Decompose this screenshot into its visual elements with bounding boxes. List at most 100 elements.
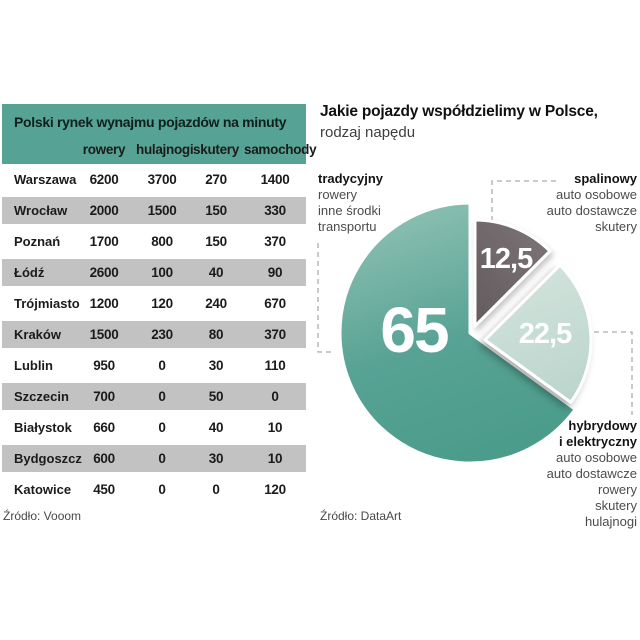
pie-label-items: auto osobowe auto dostawcze rowery skutery h… <box>547 450 637 530</box>
value-cell: 0 <box>158 389 166 404</box>
value-cell: 230 <box>151 327 173 342</box>
value-cell: 2000 <box>89 203 119 218</box>
connector-hybrid <box>585 331 633 415</box>
value-cell: 660 <box>93 420 115 435</box>
value-cell: 40 <box>208 265 224 280</box>
rental-table: Polski rynek wynajmu pojazdów na minuty … <box>2 104 317 505</box>
label-line: auto dostawcze <box>546 466 637 481</box>
value-cell: 0 <box>212 482 220 497</box>
pie-label-items: auto osobowe auto dostawcze skutery <box>547 187 637 235</box>
label-line: auto dostawcze <box>546 203 637 218</box>
value-cell: 670 <box>264 296 286 311</box>
pie-slice-traditional <box>338 201 577 465</box>
connector-traditional <box>317 243 332 353</box>
column-header: hulajnogi <box>136 142 194 157</box>
pie-label-head: hybrydowy i elektryczny <box>547 418 637 450</box>
value-cell: 330 <box>264 203 286 218</box>
pie-label-head: tradycyjny <box>318 171 383 187</box>
table-row: Trójmiasto 1200 120 240 670 <box>2 288 306 319</box>
city-cell: Kraków <box>14 327 61 342</box>
value-cell: 0 <box>158 482 166 497</box>
value-cell: 150 <box>205 234 227 249</box>
label-line: hybrydowy <box>568 418 637 433</box>
pie-value-hybrid: 22,5 <box>518 318 572 350</box>
pie-value-traditional: 65 <box>380 294 449 366</box>
label-line: i elektryczny <box>558 434 637 449</box>
value-cell: 3700 <box>147 172 177 187</box>
table-row: Wrocław 2000 1500 150 330 <box>2 195 306 226</box>
pie-label-combustion: spalinowy auto osobowe auto dostawcze skut… <box>547 171 637 235</box>
city-cell: Katowice <box>14 482 72 497</box>
value-cell: 90 <box>267 265 283 280</box>
label-line: spalinowy <box>574 171 637 186</box>
value-cell: 370 <box>264 234 286 249</box>
column-header: skutery <box>193 142 239 157</box>
table-row: Poznań 1700 800 150 370 <box>2 226 306 257</box>
chart-title-main: Jakie pojazdy współdzielimy w Polsce, <box>320 103 598 120</box>
value-cell: 10 <box>267 420 283 435</box>
value-cell: 270 <box>205 172 227 187</box>
value-cell: 10 <box>267 451 283 466</box>
table-row: Lublin 950 0 30 110 <box>2 350 306 381</box>
city-cell: Poznań <box>14 234 61 249</box>
table-column-headers: rowery hulajnogi skutery samochody <box>2 142 317 157</box>
value-cell: 1500 <box>147 203 177 218</box>
label-line: hulajnogi <box>584 514 637 529</box>
value-cell: 40 <box>208 420 224 435</box>
table-row: Łódź 2600 100 40 90 <box>2 257 306 288</box>
value-cell: 1700 <box>89 234 119 249</box>
value-cell: 370 <box>264 327 286 342</box>
label-line: rowery <box>597 482 637 497</box>
table-row: Kraków 1500 230 80 370 <box>2 319 306 350</box>
label-line: transportu <box>318 219 377 234</box>
value-cell: 800 <box>151 234 173 249</box>
table-header: Polski rynek wynajmu pojazdów na minuty … <box>2 104 317 164</box>
value-cell: 1200 <box>89 296 119 311</box>
label-line: skutery <box>595 498 637 513</box>
value-cell: 30 <box>208 358 224 373</box>
value-cell: 0 <box>158 358 166 373</box>
chart-title-sub: rodzaj napędu <box>320 124 416 141</box>
value-cell: 150 <box>205 203 227 218</box>
table-body: Warszawa 6200 3700 270 1400 Wrocław 2000 1500 15… <box>2 164 306 505</box>
pie-label-hybrid: hybrydowy i elektryczny auto osobowe auto … <box>547 418 637 530</box>
label-line: skutery <box>595 219 637 234</box>
table-row: Katowice 450 0 0 120 <box>2 474 306 505</box>
city-cell: Białystok <box>14 420 72 435</box>
table-row: Szczecin 700 0 50 0 <box>2 381 306 412</box>
table-row: Warszawa 6200 3700 270 1400 <box>2 164 306 195</box>
city-cell: Wrocław <box>14 203 68 218</box>
value-cell: 110 <box>264 358 286 373</box>
value-cell: 0 <box>158 451 166 466</box>
value-cell: 120 <box>151 296 173 311</box>
table-row: Bydgoszcz 600 0 30 10 <box>2 443 306 474</box>
label-line: inne środki <box>318 203 381 218</box>
value-cell: 30 <box>208 451 224 466</box>
label-line: auto osobowe <box>556 450 637 465</box>
chart-title: Jakie pojazdy współdzielimy w Polsce, ro… <box>320 103 598 141</box>
value-cell: 240 <box>205 296 227 311</box>
value-cell: 700 <box>93 389 115 404</box>
value-cell: 600 <box>93 451 115 466</box>
value-cell: 120 <box>264 482 286 497</box>
value-cell: 2600 <box>89 265 119 280</box>
city-cell: Warszawa <box>14 172 77 187</box>
value-cell: 0 <box>271 389 279 404</box>
pie-value-combustion: 12,5 <box>479 243 533 275</box>
column-header: samochody <box>244 142 317 157</box>
column-header-spacer <box>2 142 72 157</box>
label-line: rowery <box>318 187 358 202</box>
city-cell: Bydgoszcz <box>14 451 82 466</box>
label-line: tradycyjny <box>318 171 384 186</box>
table-row: Białystok 660 0 40 10 <box>2 412 306 443</box>
pie-slice-combustion <box>473 218 552 328</box>
value-cell: 50 <box>208 389 224 404</box>
label-line: auto osobowe <box>556 187 637 202</box>
table-source: Źródło: Vooom <box>3 509 82 523</box>
city-cell: Lublin <box>14 358 53 373</box>
column-header: rowery <box>82 142 126 157</box>
pie-label-items: rowery inne środki transportu <box>318 187 383 235</box>
value-cell: 950 <box>93 358 115 373</box>
pie-label-traditional: tradycyjny rowery inne środki transportu <box>318 171 383 235</box>
